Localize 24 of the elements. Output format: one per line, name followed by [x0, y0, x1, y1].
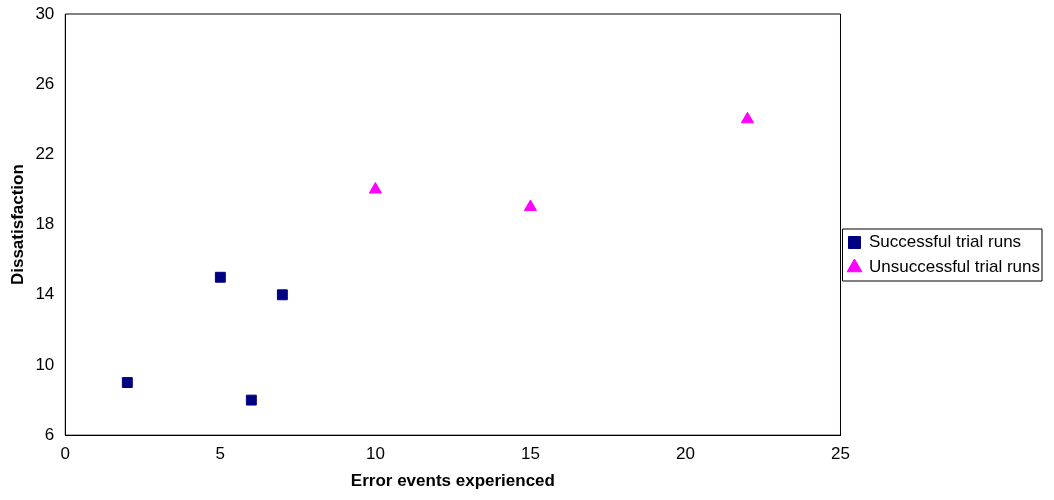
y-tick-label: 10	[35, 354, 55, 374]
x-axis-title: Error events experienced	[350, 471, 555, 491]
y-tick-label: 6	[44, 424, 55, 444]
x-tick-label: 20	[676, 444, 695, 464]
x-tick-label: 10	[365, 444, 385, 464]
point	[368, 182, 382, 194]
y-axis-title: Dissatisfaction	[7, 164, 27, 286]
point	[276, 289, 288, 301]
y-tick-label: 26	[35, 73, 55, 93]
y-tick-label: 22	[35, 144, 55, 164]
point	[740, 111, 755, 124]
point	[121, 377, 133, 388]
point	[214, 271, 226, 283]
x-tick-label: 15	[520, 444, 540, 464]
x-tick-label: 25	[831, 444, 850, 464]
x-tick-label: 5	[215, 444, 226, 464]
y-tick-label: 18	[35, 214, 55, 234]
legend-label: Unsuccessful trial runs	[869, 257, 1041, 277]
x-tick-label: 0	[60, 444, 71, 464]
point	[523, 199, 537, 212]
y-tick-label: 30	[35, 3, 55, 23]
y-tick-label: 14	[35, 284, 55, 304]
point	[245, 394, 257, 406]
legend-label: Successful trial runs	[869, 232, 1022, 252]
